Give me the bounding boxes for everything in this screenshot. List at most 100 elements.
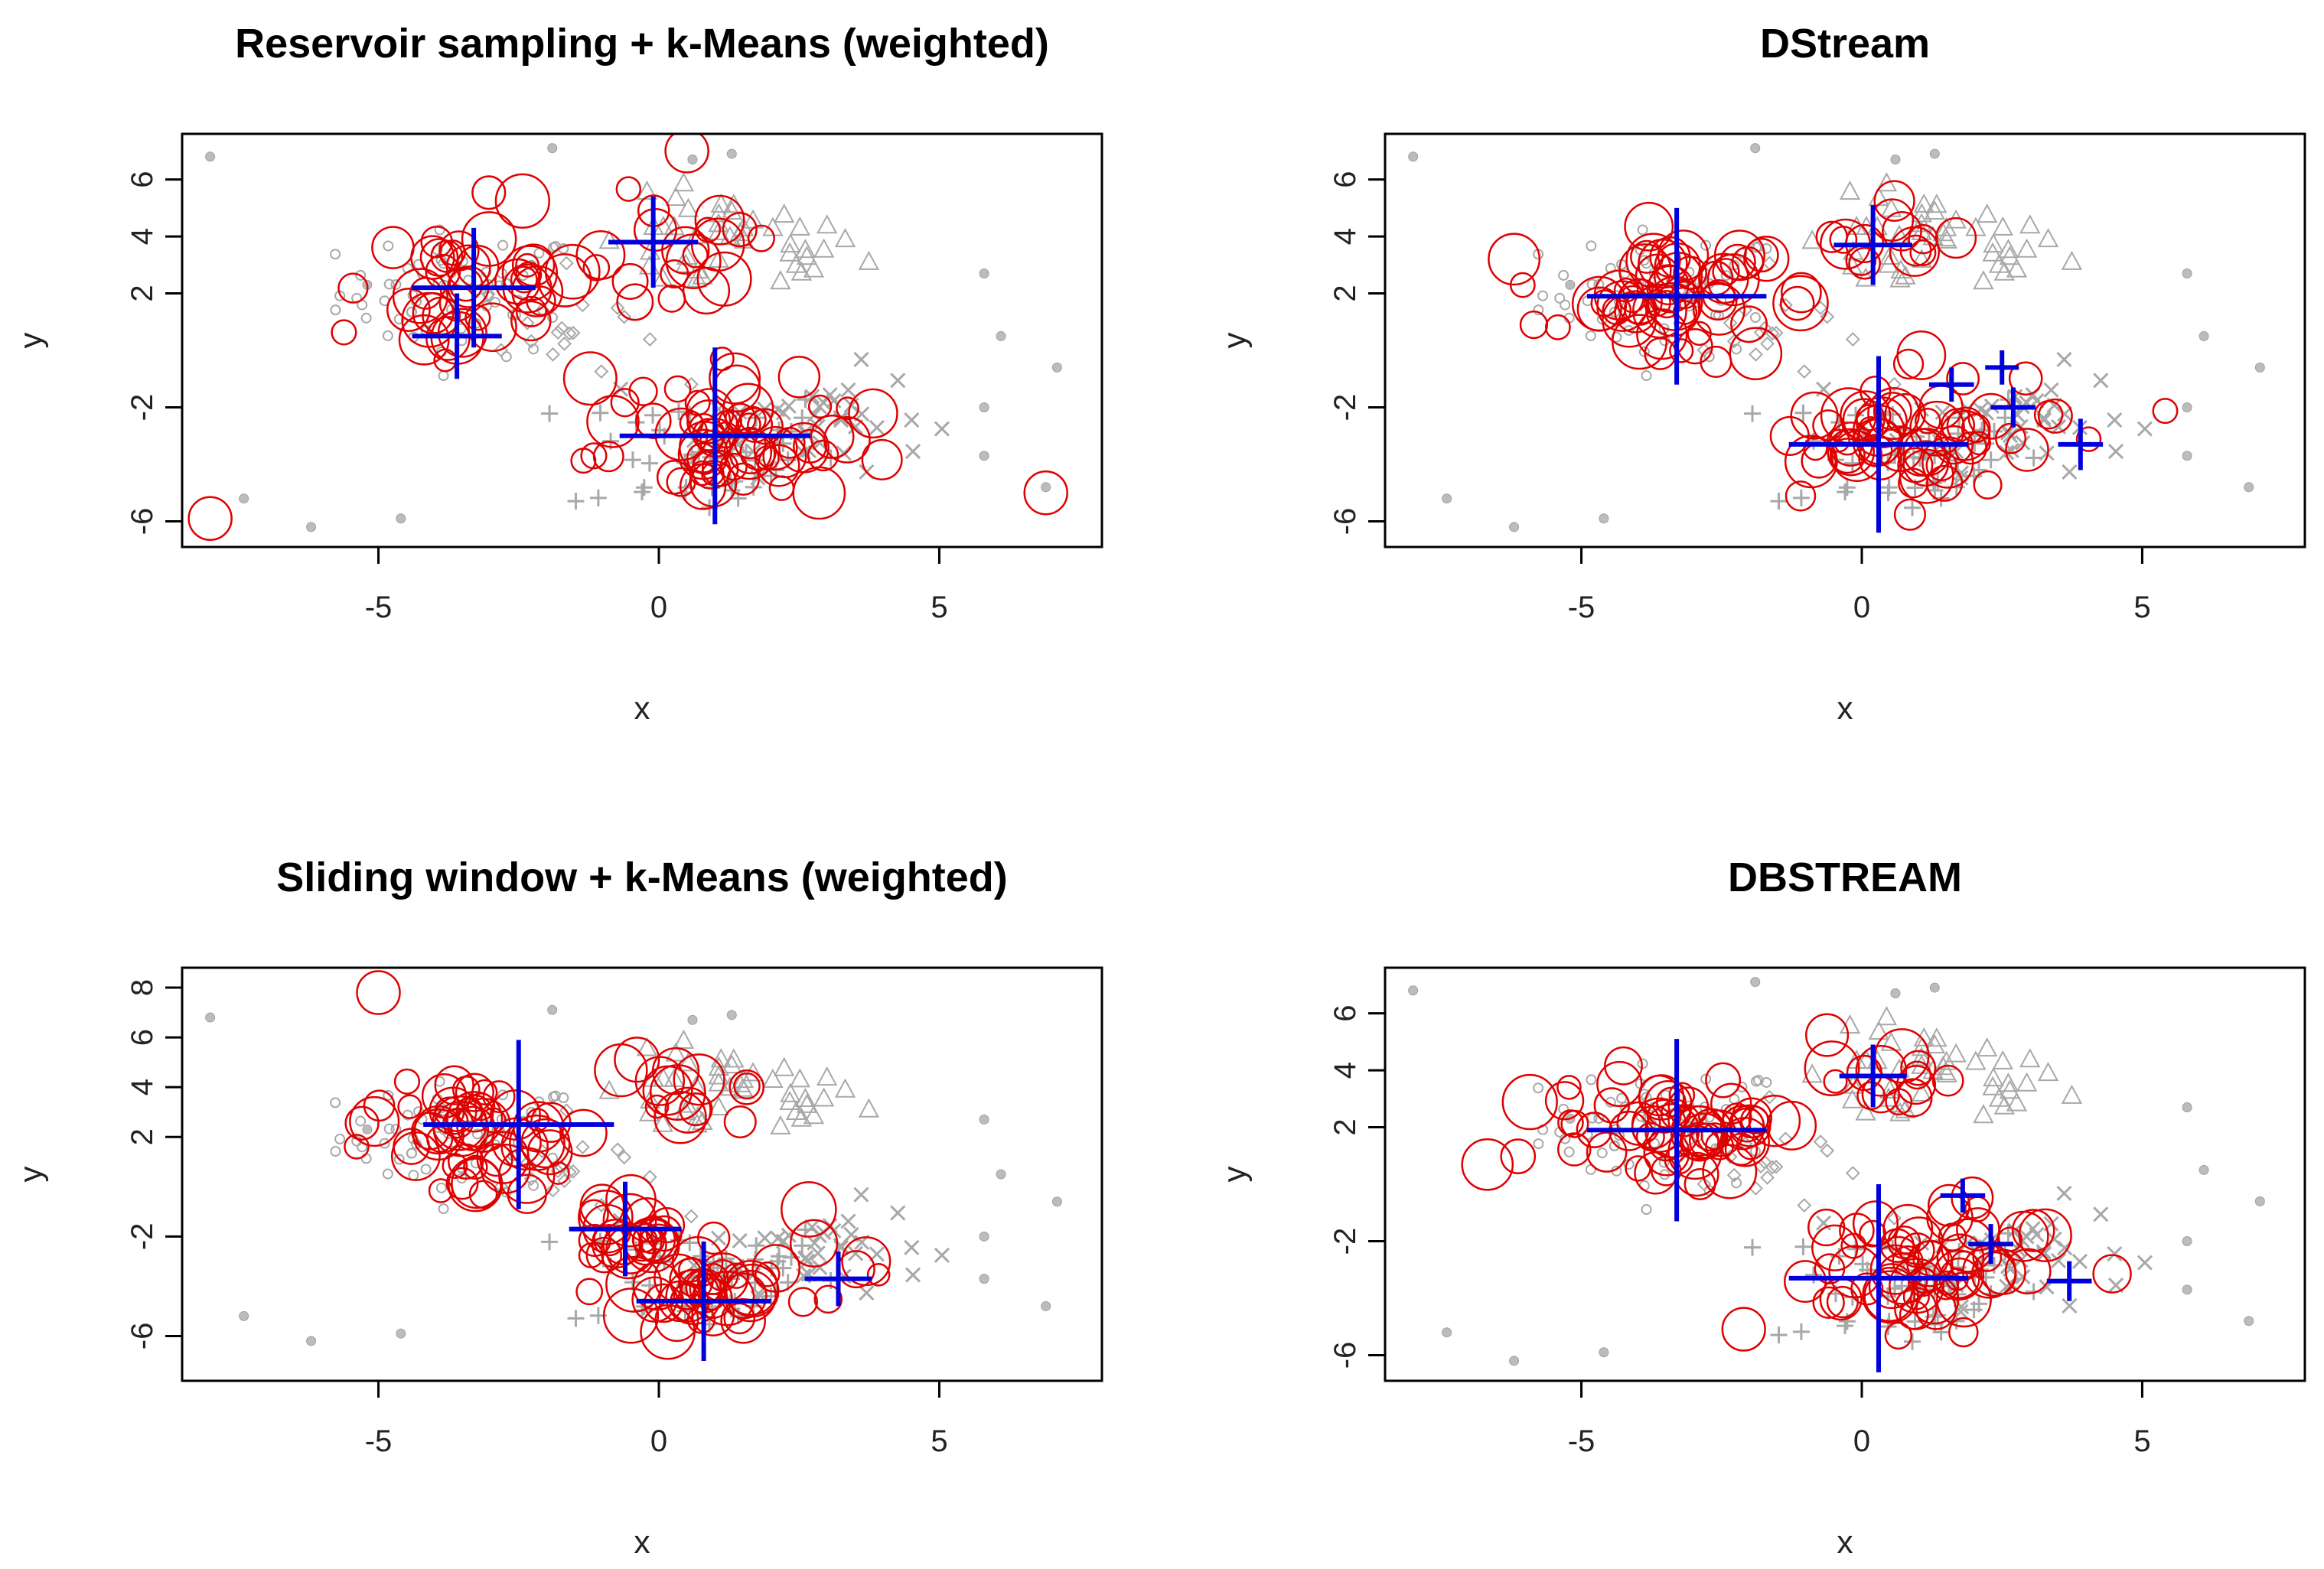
data-point [2107, 444, 2124, 460]
data-point [1533, 304, 1544, 316]
data-point [670, 403, 688, 421]
micro-cluster [737, 407, 774, 444]
data-point [1911, 1082, 1932, 1102]
x-tick-label: 0 [1853, 591, 1870, 624]
data-point [575, 298, 590, 313]
micro-cluster [398, 314, 450, 366]
data-point [721, 1054, 742, 1074]
micro-cluster [1769, 415, 1810, 457]
data-point [683, 1209, 699, 1224]
micro-cluster [610, 388, 640, 418]
data-point [1845, 332, 1860, 347]
data-point [1845, 1166, 1860, 1180]
micro-cluster [1729, 327, 1783, 381]
micro-cluster [1636, 308, 1688, 360]
data-point [2137, 1255, 2153, 1271]
y-tick-label: 4 [1328, 228, 1362, 245]
data-point [1841, 1089, 1863, 1108]
data-point [355, 269, 367, 281]
data-point [2071, 1253, 2088, 1269]
data-point [790, 1107, 813, 1127]
micro-cluster [520, 1118, 571, 1169]
x-tick-label: -5 [1568, 591, 1596, 624]
micro-cluster [2018, 1208, 2072, 1262]
data-point [2137, 421, 2153, 437]
micro-cluster [664, 1086, 712, 1134]
data-point [1855, 1101, 1876, 1121]
data-point [1563, 1146, 1575, 1157]
micro-cluster [723, 1105, 757, 1139]
cluster-center [412, 293, 502, 379]
noise-point [205, 1012, 216, 1023]
noise-point [1051, 1196, 1062, 1207]
data-point [1697, 1177, 1712, 1192]
micro-cluster [494, 258, 541, 305]
data-point [1778, 1131, 1793, 1147]
data-point [566, 325, 581, 340]
data-point [1760, 1170, 1775, 1185]
data-point [1985, 1256, 2003, 1274]
noise-point [1890, 155, 1901, 165]
data-point [535, 1144, 550, 1159]
noise-point [2254, 362, 2265, 373]
data-point [816, 214, 838, 234]
data-point [794, 239, 816, 259]
data-point [1983, 1066, 2004, 1087]
data-point [1703, 351, 1715, 363]
y-tick-label: 6 [125, 171, 159, 187]
micro-cluster [1544, 1081, 1585, 1121]
cluster-center [608, 196, 699, 288]
data-point [1537, 290, 1549, 301]
data-point [773, 1056, 795, 1076]
micro-cluster [515, 295, 547, 327]
micro-cluster [1712, 258, 1740, 286]
micro-cluster [1748, 1095, 1801, 1147]
micro-cluster [1743, 236, 1790, 282]
noise-point [1750, 143, 1761, 154]
micro-cluster [1638, 1074, 1680, 1117]
micro-cluster [1461, 1138, 1514, 1191]
y-axis: -6 -2 2 4 6 [125, 171, 182, 535]
noise-point [687, 1014, 698, 1025]
noise-point [2182, 402, 2192, 413]
data-point [1770, 493, 1788, 510]
noise-point [1599, 1347, 1609, 1358]
cluster-center [1990, 387, 2036, 428]
data-point [652, 267, 673, 287]
noise-point [547, 143, 558, 154]
micro-cluster [781, 1181, 837, 1238]
data-point [2062, 464, 2078, 480]
y-tick-label: -6 [125, 1323, 159, 1350]
data-point [330, 1146, 341, 1157]
data-point [859, 1285, 875, 1301]
noise-point [979, 268, 989, 278]
data-point [1929, 1307, 1947, 1324]
data-point [804, 389, 820, 405]
micro-cluster [425, 316, 471, 361]
micro-cluster [1897, 428, 1946, 477]
noise-point [979, 402, 989, 413]
micro-cluster [582, 254, 611, 282]
data-point [665, 187, 686, 207]
data-point [789, 1068, 811, 1088]
micro-cluster [778, 422, 830, 474]
micro-cluster [1623, 291, 1657, 326]
data-point [1965, 1050, 1987, 1070]
x-axis: -5 0 5 [1568, 547, 2151, 624]
cluster-center [1985, 350, 2019, 385]
data-point [686, 268, 708, 288]
data-point [708, 1096, 729, 1116]
micro-cluster [2004, 1248, 2052, 1295]
data-point [1533, 1138, 1544, 1150]
micro-cluster [1669, 338, 1694, 363]
micro-cluster [1649, 236, 1691, 278]
data-point [1999, 1278, 2015, 1294]
micro-cluster [570, 448, 597, 474]
data-point [869, 1246, 885, 1262]
micro-cluster [1557, 1109, 1584, 1136]
data-point [1762, 256, 1777, 271]
data-point [869, 419, 885, 435]
micro-cluster [1907, 1267, 1938, 1297]
micro-cluster [1873, 392, 1912, 431]
y-tick-label: -2 [1328, 1228, 1362, 1255]
